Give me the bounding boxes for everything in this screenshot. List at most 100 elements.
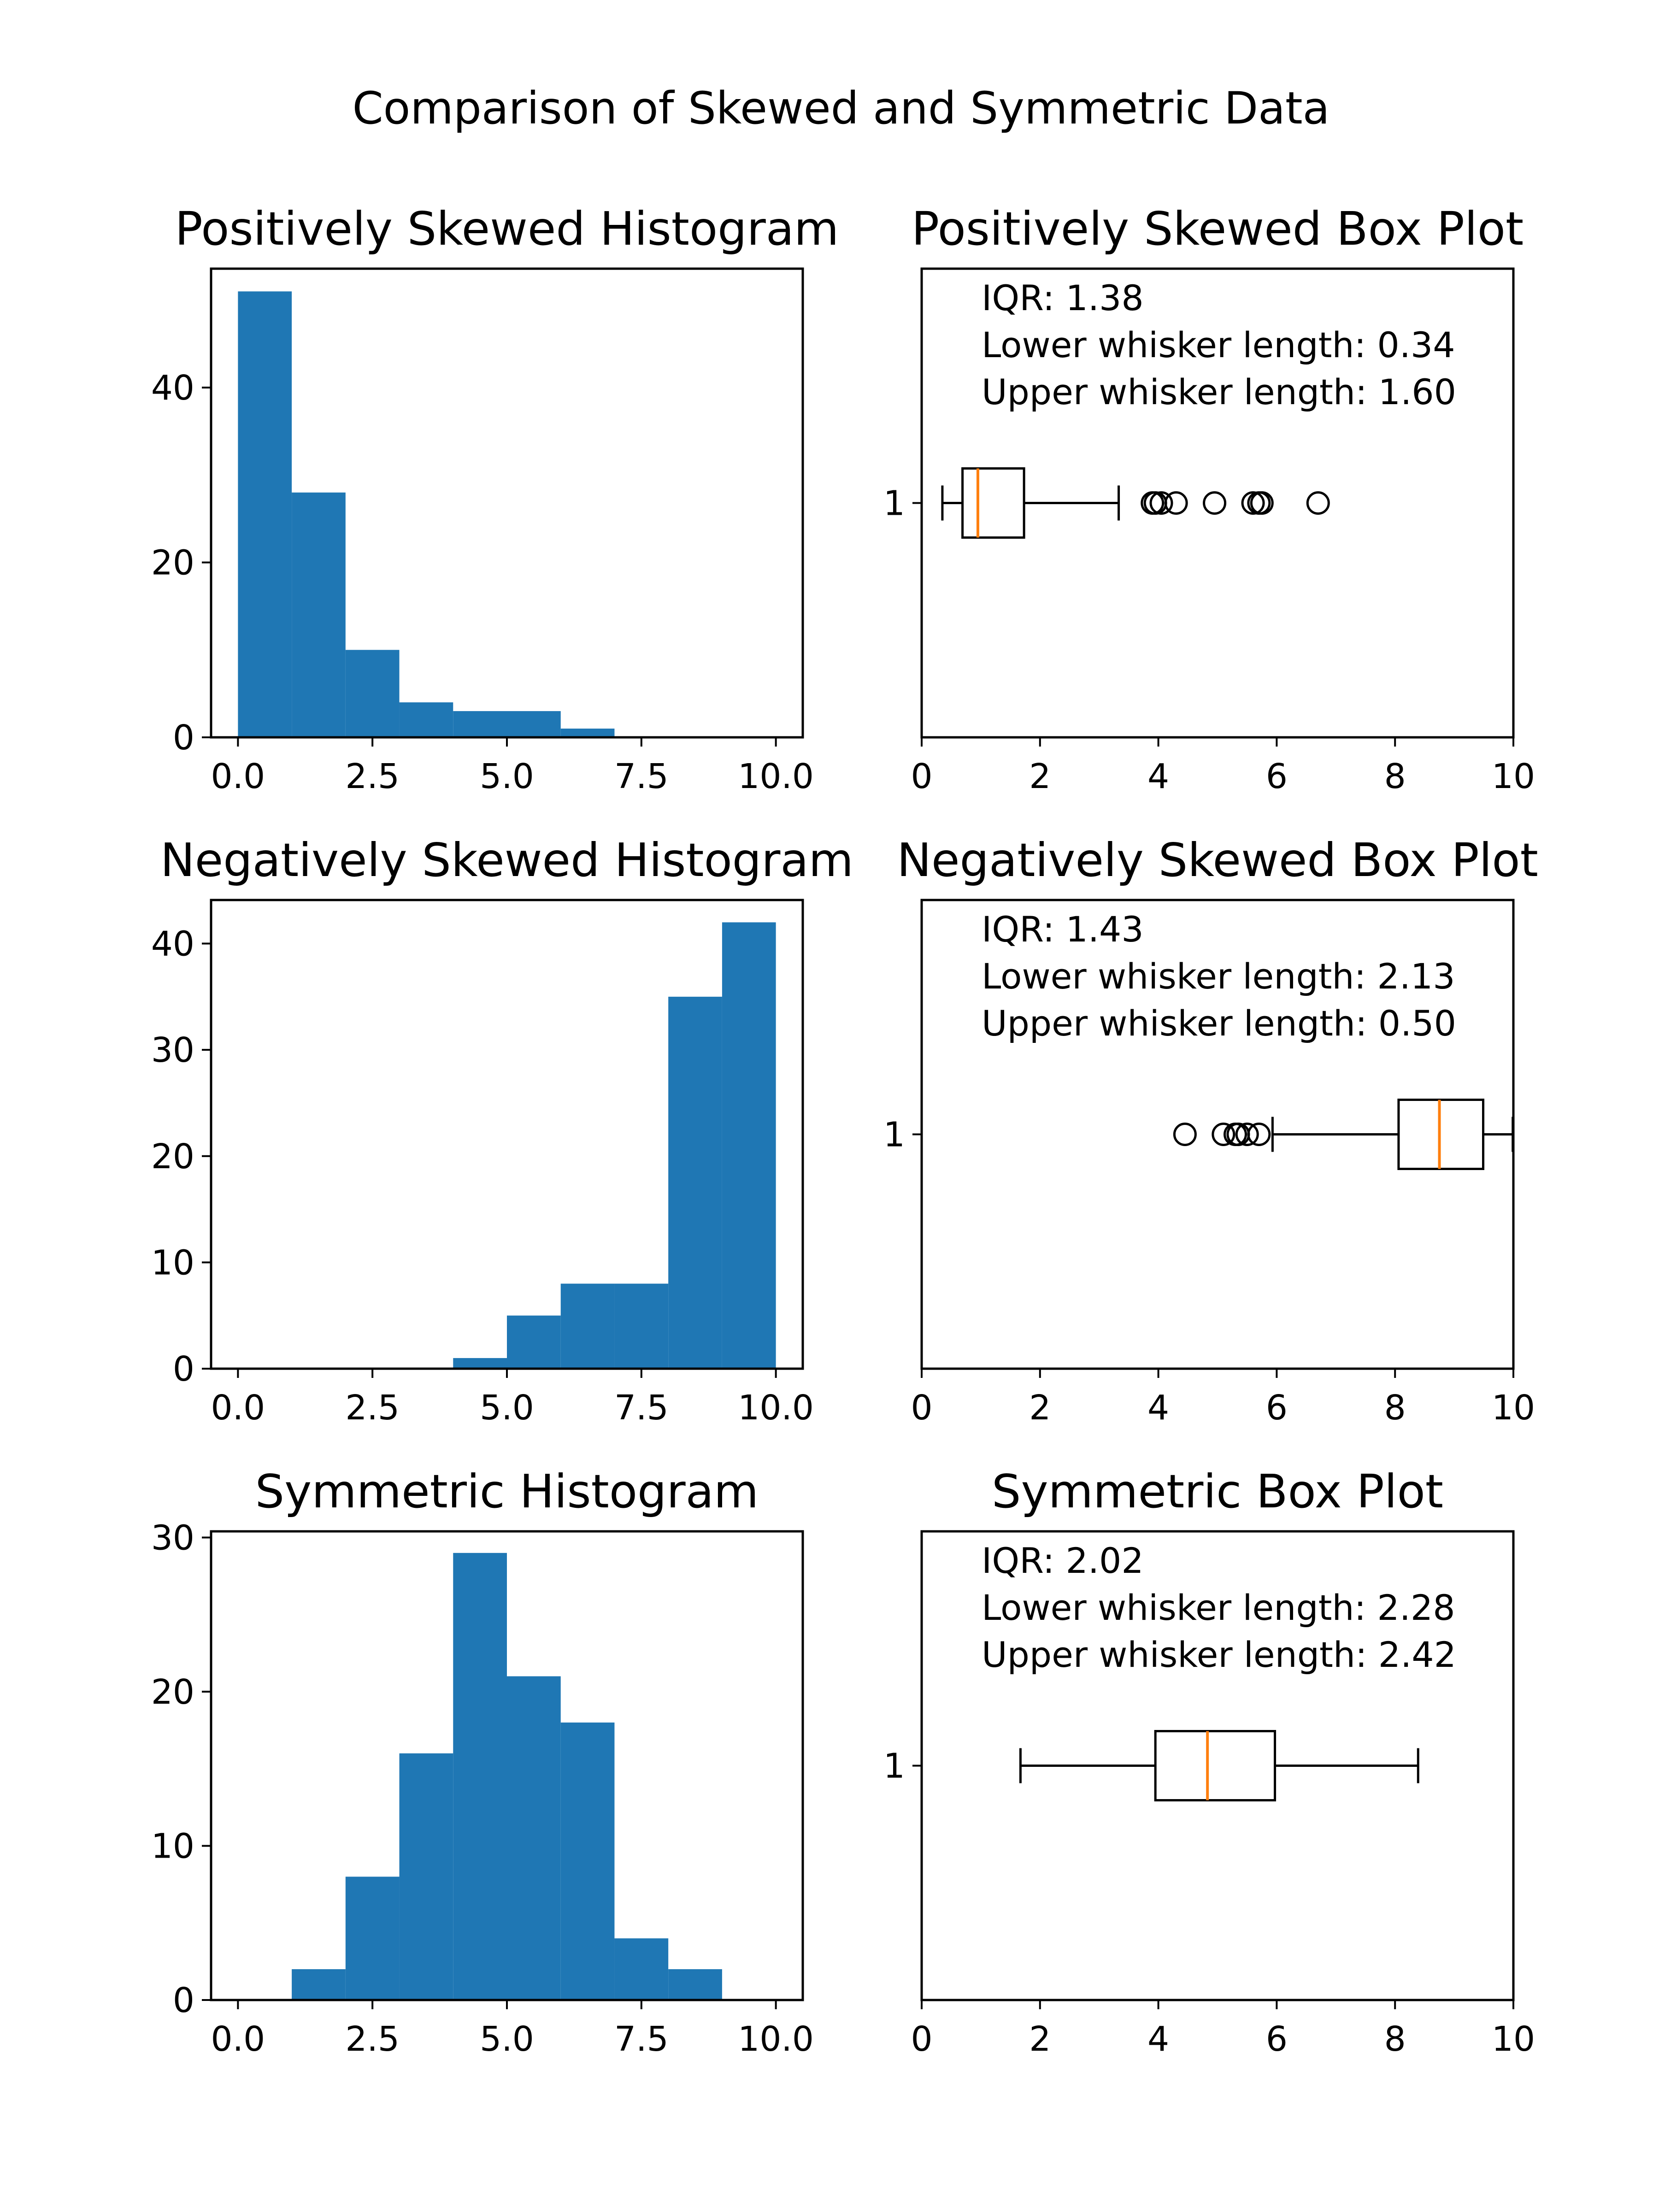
x-tick-label: 2.5 bbox=[345, 757, 400, 796]
histogram-bar bbox=[668, 1969, 722, 2000]
histogram-bar bbox=[614, 1938, 669, 2000]
y-tick-label: 20 bbox=[151, 1672, 194, 1712]
histogram-bar bbox=[292, 492, 346, 737]
stats-annotation: IQR: 1.38 bbox=[982, 277, 1144, 318]
y-tick-label: 40 bbox=[151, 368, 194, 408]
outlier-point bbox=[1203, 491, 1227, 515]
x-tick-label: 7.5 bbox=[614, 2019, 669, 2059]
stats-annotation: IQR: 1.43 bbox=[982, 909, 1144, 950]
histogram-bar bbox=[453, 1553, 507, 2000]
subplot-title: Negatively Skewed Histogram bbox=[160, 833, 853, 887]
stats-annotation: Upper whisker length: 0.50 bbox=[982, 1003, 1456, 1044]
y-tick-label: 40 bbox=[151, 924, 194, 964]
x-tick-label: 2.5 bbox=[345, 1388, 400, 1428]
stats-annotation: IQR: 2.02 bbox=[982, 1540, 1144, 1581]
stats-annotation: Lower whisker length: 2.13 bbox=[982, 956, 1455, 997]
subplot-title: Negatively Skewed Box Plot bbox=[897, 833, 1538, 887]
x-tick-label: 0.0 bbox=[211, 757, 265, 796]
x-tick-label: 10 bbox=[1492, 1388, 1535, 1428]
x-tick-label: 10.0 bbox=[738, 2019, 814, 2059]
subplot-title: Positively Skewed Box Plot bbox=[912, 202, 1524, 256]
outlier-point bbox=[1306, 491, 1330, 515]
x-tick-label: 4 bbox=[1147, 1388, 1169, 1428]
histogram-bar bbox=[507, 711, 561, 737]
y-tick-label: 20 bbox=[151, 1137, 194, 1177]
subplot-title: Symmetric Histogram bbox=[255, 1465, 759, 1518]
outlier-point bbox=[1250, 491, 1274, 515]
axes-frame bbox=[920, 899, 1515, 1370]
x-tick-label: 2.5 bbox=[345, 2019, 400, 2059]
x-tick-label: 8 bbox=[1384, 2019, 1406, 2059]
x-tick-label: 6 bbox=[1266, 757, 1288, 796]
x-tick-label: 6 bbox=[1266, 1388, 1288, 1428]
x-tick-label: 2 bbox=[1029, 2019, 1051, 2059]
histogram-bar bbox=[453, 1358, 507, 1369]
axes-frame bbox=[920, 1530, 1515, 2001]
y-tick-label: 10 bbox=[151, 1243, 194, 1282]
stats-annotation: Lower whisker length: 0.34 bbox=[982, 324, 1455, 365]
x-tick-label: 2 bbox=[1029, 1388, 1051, 1428]
histogram-bar bbox=[507, 1676, 561, 2000]
histogram-bar bbox=[560, 1283, 615, 1369]
y-tick-label: 0 bbox=[173, 718, 194, 758]
stats-annotation: Upper whisker length: 2.42 bbox=[982, 1634, 1456, 1675]
x-tick-label: 0 bbox=[911, 2019, 932, 2059]
x-tick-label: 0 bbox=[911, 1388, 932, 1428]
subplot-1: Positively Skewed Histogram 0 20 40 0.0 2.5 5.… bbox=[151, 202, 839, 796]
subplot-5: Symmetric Histogram 0 10 20 30 0.0 2.5 5.0 7.5 10… bbox=[151, 1465, 814, 2059]
y-tick-label: 0 bbox=[173, 1349, 194, 1389]
x-tick-label: 5.0 bbox=[480, 2019, 534, 2059]
outlier-point bbox=[1212, 1123, 1235, 1146]
x-tick-label: 4 bbox=[1147, 757, 1169, 796]
x-tick-label: 6 bbox=[1266, 2019, 1288, 2059]
histogram-bar bbox=[560, 1722, 615, 2000]
outlier-point bbox=[1149, 491, 1173, 515]
y-tick-label: 1 bbox=[883, 1747, 905, 1786]
histogram-bar bbox=[399, 1753, 453, 2000]
histogram-bar bbox=[345, 1877, 400, 2000]
iqr-box bbox=[1397, 1099, 1485, 1170]
outlier-point bbox=[1173, 1123, 1197, 1146]
y-tick-label: 1 bbox=[883, 484, 905, 524]
x-tick-label: 10 bbox=[1492, 757, 1535, 796]
histogram-bar bbox=[238, 291, 292, 737]
y-tick-label: 10 bbox=[151, 1826, 194, 1866]
x-tick-label: 0.0 bbox=[211, 2019, 265, 2059]
axes-frame bbox=[210, 899, 804, 1370]
outlier-point bbox=[1241, 491, 1265, 515]
subplot-6: Symmetric Box Plot 1 IQR: 2.02 Lower whiske… bbox=[883, 1465, 1535, 2059]
histogram-bar bbox=[345, 650, 400, 737]
histogram-bar bbox=[453, 711, 507, 737]
histogram-bar bbox=[292, 1969, 346, 2000]
subplot-title: Positively Skewed Histogram bbox=[175, 202, 839, 256]
subplot-title: Symmetric Box Plot bbox=[992, 1465, 1443, 1518]
stats-annotation: Lower whisker length: 2.28 bbox=[982, 1587, 1455, 1628]
axes-frame bbox=[210, 1530, 804, 2001]
iqr-box bbox=[961, 467, 1025, 539]
x-tick-label: 8 bbox=[1384, 757, 1406, 796]
y-tick-label: 1 bbox=[883, 1115, 905, 1155]
subplot-4: Negatively Skewed Box Plot 1 IQR: 1.43 Lowe… bbox=[883, 833, 1538, 1428]
x-tick-label: 8 bbox=[1384, 1388, 1406, 1428]
x-tick-label: 0 bbox=[911, 757, 932, 796]
y-tick-label: 0 bbox=[173, 1981, 194, 2020]
histogram-bar bbox=[614, 1283, 669, 1369]
histogram-bar bbox=[399, 702, 453, 737]
histogram-bar bbox=[507, 1315, 561, 1369]
x-tick-label: 10.0 bbox=[738, 757, 814, 796]
y-tick-label: 30 bbox=[151, 1518, 194, 1558]
x-tick-label: 10 bbox=[1492, 2019, 1535, 2059]
x-tick-label: 5.0 bbox=[480, 1388, 534, 1428]
outlier-point bbox=[1247, 1123, 1271, 1146]
x-tick-label: 7.5 bbox=[614, 1388, 669, 1428]
subplot-2: Positively Skewed Box Plot 1 IQR: 1.38 Lowe… bbox=[883, 202, 1535, 796]
x-tick-label: 2 bbox=[1029, 757, 1051, 796]
outlier-point bbox=[1164, 491, 1188, 515]
y-tick-label: 30 bbox=[151, 1030, 194, 1070]
x-tick-label: 7.5 bbox=[614, 757, 669, 796]
histogram-bar bbox=[560, 729, 615, 737]
iqr-box bbox=[1154, 1730, 1277, 1801]
x-tick-label: 4 bbox=[1147, 2019, 1169, 2059]
subplot-3: Negatively Skewed Histogram 0 10 20 30 40 0.0 2… bbox=[151, 833, 853, 1428]
